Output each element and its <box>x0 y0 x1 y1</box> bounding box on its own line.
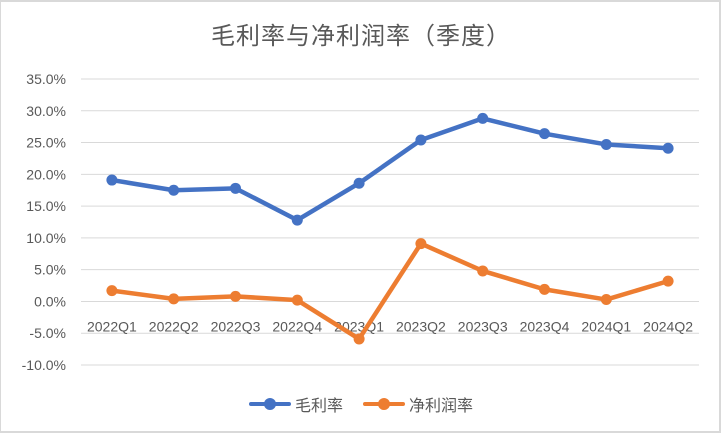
x-tick-label: 2024Q1 <box>581 318 631 334</box>
data-point-marker[interactable] <box>662 275 674 287</box>
y-tick-label: 0.0% <box>34 293 66 309</box>
data-point-marker[interactable] <box>477 112 489 124</box>
data-point-marker[interactable] <box>106 285 118 297</box>
data-point-marker[interactable] <box>291 294 303 306</box>
y-tick-label: 15.0% <box>26 198 66 214</box>
y-tick-label: 30.0% <box>26 103 66 119</box>
chart-title: 毛利率与净利润率（季度） <box>211 22 511 50</box>
data-point-marker[interactable] <box>106 174 118 186</box>
y-tick-label: 20.0% <box>26 166 66 182</box>
y-tick-label: 5.0% <box>34 262 66 278</box>
series-1 <box>106 238 674 345</box>
legend-item-net-margin[interactable]: 净利润率 <box>363 392 473 416</box>
x-tick-label: 2022Q2 <box>149 318 199 334</box>
x-tick-label: 2022Q3 <box>211 318 261 334</box>
x-tick-label: 2023Q3 <box>458 318 508 334</box>
x-tick-label: 2022Q1 <box>87 318 137 334</box>
y-tick-label: -10.0% <box>22 357 66 373</box>
data-point-marker[interactable] <box>539 283 550 295</box>
data-point-marker[interactable] <box>600 138 612 150</box>
data-point-marker[interactable] <box>168 293 180 305</box>
x-tick-label: 2024Q2 <box>643 318 693 334</box>
y-axis-ticks: 35.0% 30.0% 25.0% 20.0% 15.0% 10.0% 5.0% 0.0% -5… <box>22 71 66 373</box>
x-tick-label: 2023Q4 <box>520 318 570 334</box>
y-tick-label: 25.0% <box>26 135 66 151</box>
series-line <box>109 241 671 342</box>
legend: 毛利率 净利润率 <box>0 392 722 416</box>
y-tick-label: 35.0% <box>26 71 66 87</box>
series-0 <box>106 112 674 226</box>
data-point-marker[interactable] <box>230 182 241 194</box>
data-point-marker[interactable] <box>600 294 612 306</box>
series-line <box>109 116 671 223</box>
data-point-marker[interactable] <box>353 177 365 189</box>
data-point-marker[interactable] <box>477 265 489 277</box>
series-lines <box>106 112 674 345</box>
data-point-marker[interactable] <box>353 333 365 345</box>
data-point-marker[interactable] <box>291 214 303 226</box>
legend-item-gross-margin[interactable]: 毛利率 <box>248 392 343 416</box>
legend-line-marker-icon <box>363 398 405 410</box>
data-point-marker[interactable] <box>168 184 180 196</box>
x-tick-label: 2022Q4 <box>272 318 322 334</box>
data-point-marker[interactable] <box>539 128 550 140</box>
data-point-marker[interactable] <box>662 142 674 154</box>
data-point-marker[interactable] <box>415 134 427 146</box>
x-axis-ticks: 2022Q1 2022Q2 2022Q3 2022Q4 2023Q1 2023Q2 2023… <box>87 318 693 334</box>
legend-line-marker-icon <box>248 398 291 410</box>
y-tick-label: 10.0% <box>26 230 66 246</box>
data-point-marker[interactable] <box>230 290 241 302</box>
x-tick-label: 2023Q2 <box>396 318 446 334</box>
y-tick-label: -5.0% <box>29 325 66 341</box>
legend-label: 毛利率 <box>294 396 343 415</box>
legend-label: 净利润率 <box>409 396 474 415</box>
data-point-marker[interactable] <box>415 238 427 250</box>
